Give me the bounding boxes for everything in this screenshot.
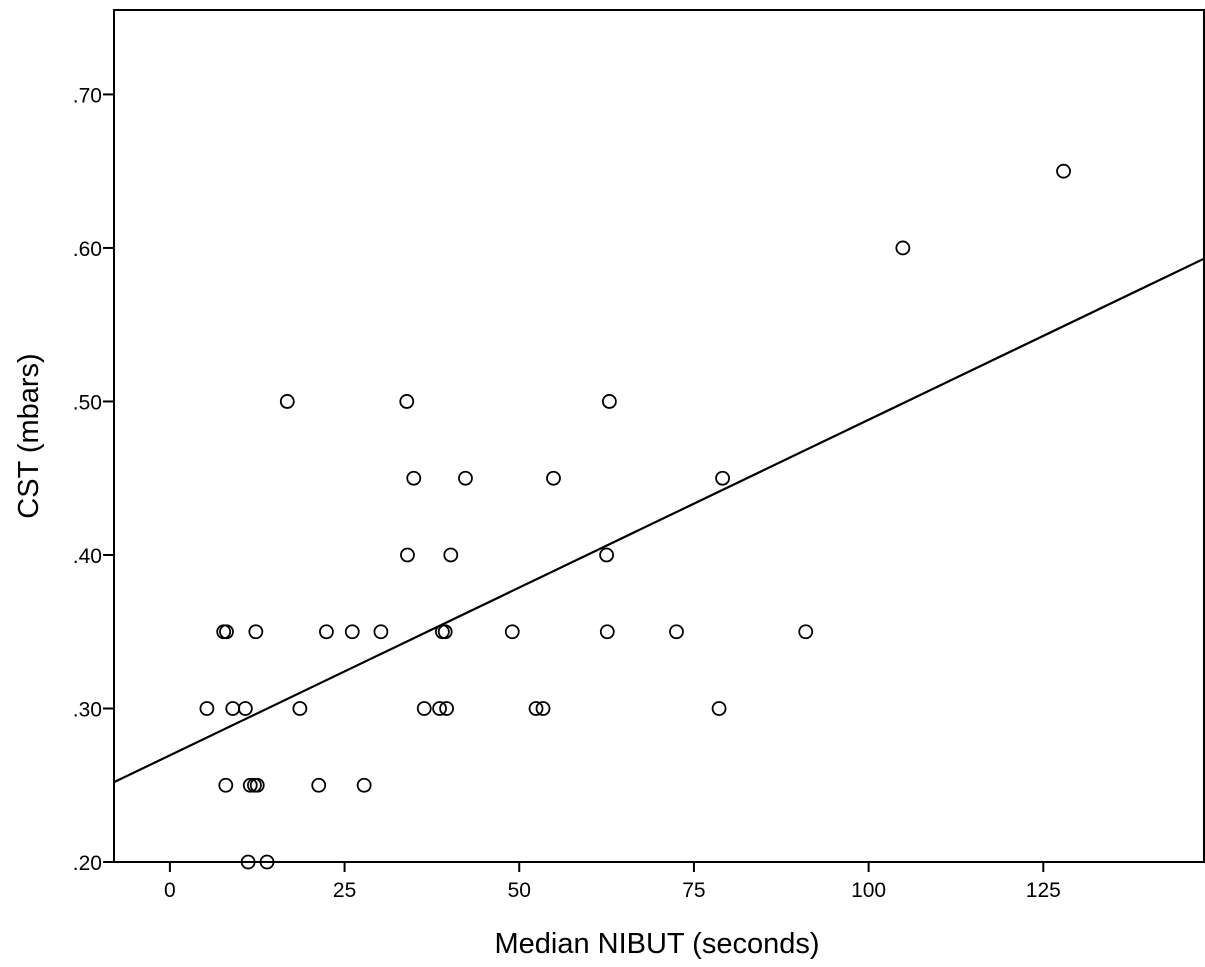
data-point xyxy=(1056,163,1071,179)
data-point xyxy=(437,624,453,640)
data-point xyxy=(249,777,265,793)
data-point xyxy=(895,240,911,256)
data-point xyxy=(319,624,334,640)
y-tick-label: .60 xyxy=(73,238,102,261)
y-tick-label: .30 xyxy=(73,698,102,721)
data-point xyxy=(248,624,264,640)
data-point xyxy=(237,701,253,716)
x-axis-ticks: 0 25 50 75 100 125 xyxy=(164,862,1061,902)
data-point xyxy=(601,394,617,409)
x-axis-title: Median NIBUT (seconds) xyxy=(494,928,819,960)
y-tick-label: .50 xyxy=(73,391,102,414)
x-tick-label: 50 xyxy=(508,879,531,902)
x-tick-label: 25 xyxy=(333,879,356,902)
data-point xyxy=(504,624,520,640)
data-point xyxy=(279,394,295,409)
data-point xyxy=(432,701,448,716)
x-tick-label: 0 xyxy=(164,879,176,902)
data-point xyxy=(416,701,432,716)
x-tick-label: 75 xyxy=(682,879,705,902)
data-point xyxy=(373,624,389,640)
regression-line xyxy=(113,257,1205,784)
data-point xyxy=(535,701,551,716)
data-point xyxy=(599,624,615,640)
data-point xyxy=(311,777,327,793)
data-points-layer xyxy=(199,163,1071,870)
x-tick-label: 100 xyxy=(851,879,886,902)
data-point xyxy=(242,777,258,793)
data-point xyxy=(406,470,422,486)
data-point xyxy=(344,624,360,640)
data-point xyxy=(546,470,561,486)
data-point xyxy=(458,470,473,486)
data-point xyxy=(715,470,730,486)
data-point xyxy=(218,777,234,793)
data-point xyxy=(240,854,256,870)
data-point xyxy=(443,547,459,563)
regression-line-layer xyxy=(113,257,1205,784)
plot-frame xyxy=(113,9,1205,863)
data-point xyxy=(399,394,415,409)
data-point xyxy=(599,547,614,563)
data-point xyxy=(356,777,372,793)
y-axis-ticks: .20 .30 .40 .50 .60 .70 xyxy=(73,84,114,875)
data-point xyxy=(669,624,684,640)
data-point xyxy=(439,701,454,716)
x-tick-label: 125 xyxy=(1026,879,1061,902)
data-point xyxy=(199,701,215,716)
y-tick-label: .70 xyxy=(73,84,102,107)
data-point xyxy=(528,701,544,716)
data-point xyxy=(798,624,814,640)
data-point xyxy=(400,547,415,563)
data-point xyxy=(292,701,308,716)
y-tick-label: .40 xyxy=(73,545,102,568)
data-point xyxy=(259,854,275,870)
y-axis-title: CST (mbars) xyxy=(13,353,45,518)
data-point xyxy=(219,624,234,640)
data-point xyxy=(711,701,727,716)
y-tick-label: .20 xyxy=(73,852,102,875)
